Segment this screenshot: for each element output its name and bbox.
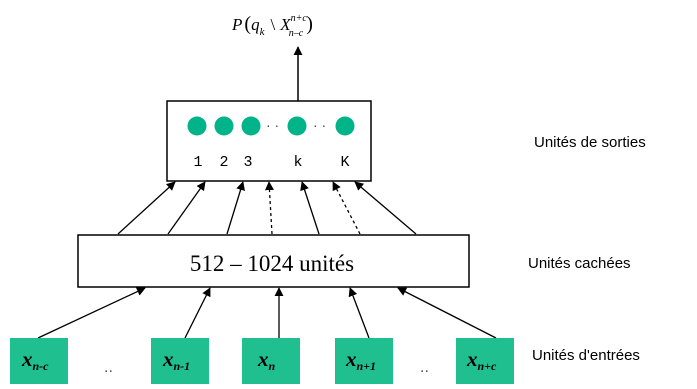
formula-X-sup: n+c: [291, 13, 308, 24]
output-node-K: [335, 116, 355, 136]
formula-prefix: P: [231, 15, 242, 34]
i2h-arrow-2: [184, 287, 211, 339]
input-node-n-c: [10, 338, 68, 384]
output-label-2: 2: [219, 154, 228, 171]
h2o-arrow-2: [167, 181, 206, 235]
input-label-n+c: xn+c: [466, 347, 497, 373]
input-node-n+1: [335, 338, 393, 384]
output-node-1: [187, 116, 207, 136]
hidden-layer-label: 512 – 1024 unités: [190, 251, 354, 276]
input-node-n+c: [456, 338, 514, 384]
output-label-3: 3: [243, 154, 252, 171]
formula-sep: \: [270, 15, 275, 34]
output-probability-formula: P (qk \ Xn+c n–c): [231, 13, 313, 39]
h2o-arrow-1: [117, 181, 176, 235]
formula-var: q: [251, 15, 260, 34]
input-label-n-c: xn-c: [21, 347, 49, 373]
output-side-label: Unités de sorties: [534, 134, 646, 151]
input-ellipsis-1: ..: [104, 359, 113, 376]
input-label-n+1: xn+1: [345, 347, 376, 373]
formula-X: X: [279, 15, 291, 34]
h2o-arrow-5: [300, 181, 320, 235]
output-dots-1: · ·: [266, 117, 279, 133]
output-node-2: [214, 116, 234, 136]
i2h-arrow-1: [37, 287, 146, 339]
output-layer-box: [166, 100, 372, 182]
output-label-k: k: [293, 154, 302, 171]
output-node-k: [287, 116, 307, 136]
output-node-3: [241, 116, 261, 136]
input-label-n-1: xn-1: [162, 347, 190, 373]
h2o-arrow-4: [264, 181, 274, 235]
input-label-n: xn: [257, 347, 276, 373]
i2h-arrow-5: [397, 287, 497, 339]
output-dots-2: · ·: [313, 117, 326, 133]
formula-var-sub: k: [260, 26, 266, 38]
output-label-K: K: [340, 154, 349, 171]
hidden-side-label: Unités cachées: [528, 255, 631, 272]
i2h-arrow-4: [348, 287, 370, 339]
input-node-n: [242, 338, 300, 384]
h2o-arrow-6: [332, 181, 361, 235]
hidden-to-output-arrows: [117, 181, 417, 235]
formula-X-sub: n–c: [289, 28, 304, 39]
input-node-n-1: [151, 338, 209, 384]
h2o-arrow-3: [226, 181, 245, 235]
output-label-1: 1: [193, 154, 202, 171]
input-to-hidden-arrows: [37, 287, 497, 339]
h2o-arrow-7: [354, 181, 417, 235]
input-side-label: Unités d'entrées: [532, 347, 640, 364]
input-ellipsis-2: ..: [420, 359, 429, 376]
hidden-layer-box: [77, 234, 470, 288]
